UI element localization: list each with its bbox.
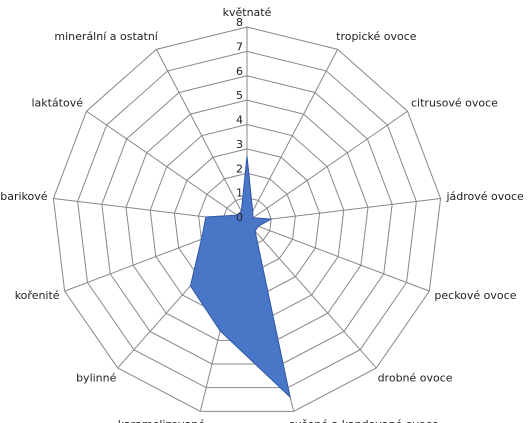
- r-tick-label: 2: [236, 162, 243, 175]
- series-area: [189, 156, 291, 399]
- category-label: květnaté: [223, 6, 272, 19]
- grid-ring: [77, 50, 417, 389]
- r-tick-label: 6: [236, 65, 243, 78]
- spoke: [246, 197, 441, 223]
- spoke: [246, 49, 339, 223]
- category-label: jádrové ovoce: [445, 190, 524, 203]
- category-label: citrusové ovoce: [411, 96, 498, 109]
- category-label: kořenité: [15, 289, 60, 302]
- category-label: sušené a kandované ovoce: [289, 418, 439, 423]
- category-label: laktátové: [31, 96, 83, 109]
- category-label: minerální a ostatní: [54, 30, 158, 43]
- grid-ring: [101, 75, 393, 365]
- spoke: [246, 110, 408, 223]
- category-label: drobné ovoce: [378, 371, 453, 384]
- r-tick-label: 4: [236, 114, 243, 127]
- spoke: [246, 221, 430, 292]
- grid-ring: [52, 26, 442, 412]
- spoke: [86, 110, 248, 223]
- r-tick-label: 3: [236, 138, 243, 151]
- r-tick-label: 0: [236, 211, 243, 224]
- r-tick-label: 5: [236, 89, 243, 102]
- category-label: peckové ovoce: [434, 289, 516, 302]
- spoke: [246, 221, 377, 369]
- r-tick-label: 1: [236, 187, 243, 200]
- category-label: bylinné: [76, 371, 117, 384]
- category-label: barikové: [0, 190, 48, 203]
- r-tick-label: 7: [236, 40, 243, 53]
- spoke: [155, 49, 248, 223]
- category-label: tropické ovoce: [336, 30, 417, 43]
- category-label: karamelizované: [118, 418, 206, 423]
- r-tick-label: 8: [236, 16, 243, 29]
